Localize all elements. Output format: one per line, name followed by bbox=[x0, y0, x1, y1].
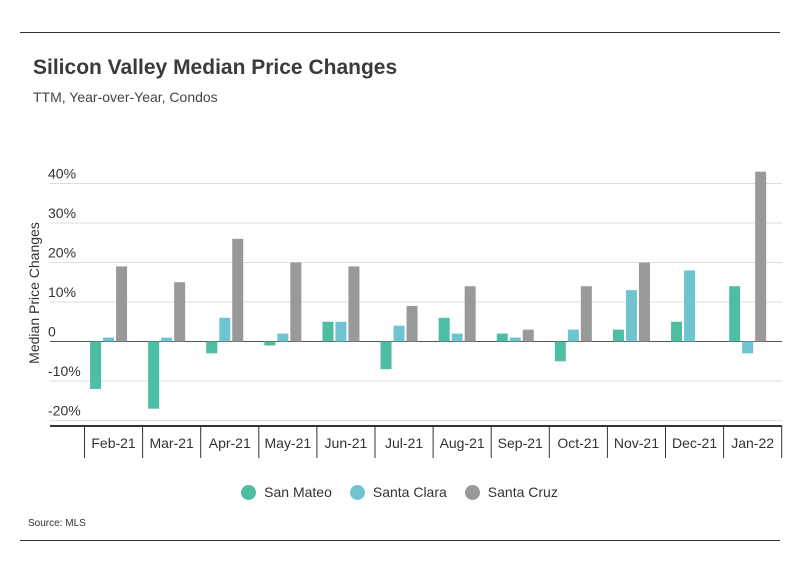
bar-santa-clara bbox=[625, 290, 637, 342]
bar-santa-cruz bbox=[290, 262, 302, 342]
x-tick-label: Oct-21 bbox=[557, 435, 599, 451]
x-tick-label: May-21 bbox=[265, 435, 312, 451]
y-tick-label: -20% bbox=[48, 403, 81, 419]
bar-santa-clara bbox=[684, 270, 696, 342]
chart-subtitle: TTM, Year-over-Year, Condos bbox=[33, 89, 218, 105]
bar-san-mateo bbox=[496, 333, 508, 342]
legend-swatch bbox=[349, 484, 365, 500]
bar-santa-cruz bbox=[348, 266, 360, 342]
bar-santa-clara bbox=[335, 321, 347, 342]
bar-santa-clara bbox=[277, 333, 289, 342]
source-note: Source: MLS bbox=[28, 518, 86, 529]
bar-san-mateo bbox=[554, 341, 566, 362]
x-tick-label: Aug-21 bbox=[440, 435, 485, 451]
x-tick-label: Feb-21 bbox=[91, 435, 136, 451]
bar-santa-clara bbox=[509, 337, 521, 342]
bar-san-mateo bbox=[612, 329, 624, 342]
bar-san-mateo bbox=[206, 341, 218, 354]
y-axis-label: Median Price Changes bbox=[26, 222, 42, 364]
bar-santa-cruz bbox=[580, 286, 592, 342]
legend-label: Santa Clara bbox=[372, 484, 447, 500]
y-tick-label: 0 bbox=[48, 324, 56, 340]
y-tick-labels: 40% 30% 20% 10% 0 -10% -20% bbox=[48, 166, 81, 419]
x-tick-label: Nov-21 bbox=[614, 435, 659, 451]
y-tick-label: 10% bbox=[48, 284, 76, 300]
bar-san-mateo bbox=[90, 341, 102, 389]
bar-santa-cruz bbox=[406, 305, 418, 342]
legend-swatch bbox=[241, 484, 257, 500]
bar-santa-cruz bbox=[464, 286, 476, 342]
bottom-rule bbox=[20, 540, 780, 541]
x-tick-label: Apr-21 bbox=[209, 435, 251, 451]
legend-label: San Mateo bbox=[264, 484, 332, 500]
bar-santa-clara bbox=[567, 329, 579, 342]
y-tick-label: 20% bbox=[48, 245, 76, 261]
bar-santa-clara bbox=[393, 325, 405, 342]
bar-santa-clara bbox=[219, 317, 231, 342]
y-tick-label: 30% bbox=[48, 205, 76, 221]
bar-santa-clara bbox=[161, 337, 173, 342]
bar-san-mateo bbox=[148, 341, 160, 409]
bar-san-mateo bbox=[438, 317, 450, 342]
legend: San Mateo Santa Clara Santa Cruz bbox=[0, 484, 799, 500]
bar-santa-cruz bbox=[174, 282, 186, 342]
legend-item: Santa Clara bbox=[349, 484, 447, 500]
bar-santa-cruz bbox=[116, 266, 128, 342]
bar-san-mateo bbox=[729, 286, 741, 342]
bar-santa-cruz bbox=[638, 262, 650, 342]
bar-san-mateo bbox=[380, 341, 392, 370]
bar-san-mateo bbox=[671, 321, 683, 342]
bar-san-mateo bbox=[322, 321, 334, 342]
x-tick-label: Jan-22 bbox=[731, 435, 774, 451]
x-tick-label: Sep-21 bbox=[498, 435, 543, 451]
y-tick-label: 40% bbox=[48, 166, 76, 182]
bar-santa-clara bbox=[742, 341, 754, 354]
legend-item: Santa Cruz bbox=[464, 484, 558, 500]
legend-swatch bbox=[464, 484, 480, 500]
chart-title: Silicon Valley Median Price Changes bbox=[33, 56, 398, 79]
bar-santa-clara bbox=[451, 333, 463, 342]
bar-santa-cruz bbox=[755, 171, 767, 342]
legend-item: San Mateo bbox=[241, 484, 332, 500]
bar-santa-cruz bbox=[522, 329, 534, 342]
bars bbox=[90, 171, 767, 409]
x-tick-label: Jul-21 bbox=[385, 435, 423, 451]
bar-santa-cruz bbox=[232, 238, 244, 342]
x-tick-label: Mar-21 bbox=[149, 435, 194, 451]
x-axis: Feb-21 Mar-21 Apr-21 May-21 Jun-21 Jul-21 Aug-… bbox=[50, 425, 783, 458]
x-tick-label: Jun-21 bbox=[325, 435, 368, 451]
top-rule bbox=[20, 32, 780, 33]
x-tick-label: Dec-21 bbox=[672, 435, 717, 451]
grid-lines bbox=[50, 183, 782, 421]
bar-san-mateo bbox=[264, 341, 276, 346]
y-tick-label: -10% bbox=[48, 363, 81, 379]
bar-santa-clara bbox=[103, 337, 115, 342]
legend-label: Santa Cruz bbox=[487, 484, 558, 500]
